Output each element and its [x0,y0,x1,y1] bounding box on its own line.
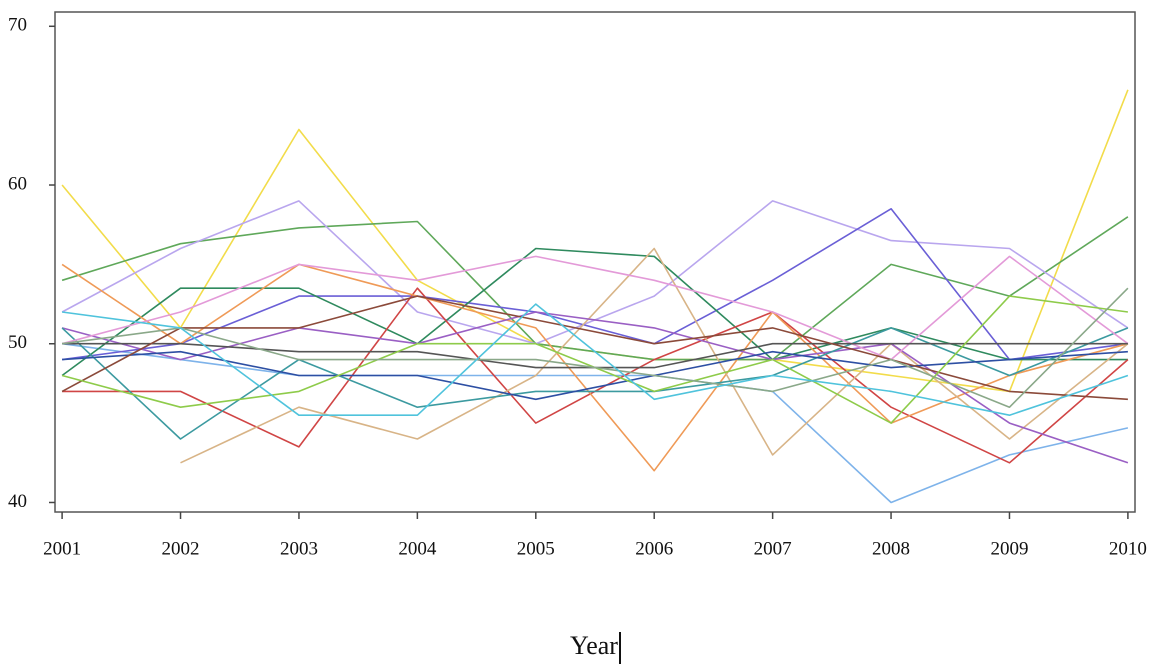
series-line [61,342,1129,504]
series-line [61,303,1129,416]
x-tick-label: 2007 [754,538,792,559]
x-tick-label: 2008 [872,538,910,559]
x-tick-label: 2009 [990,538,1028,559]
series-line [61,295,1128,401]
x-tick-label: 2003 [280,538,318,559]
x-tick-label: 2005 [517,538,555,559]
series-line [61,287,1129,408]
plot-frame [54,11,1136,513]
series-line [61,255,1129,361]
y-tick-label: 60 [8,173,27,194]
x-tick-label: 2006 [635,538,673,559]
x-axis-label: Year [570,631,618,660]
y-tick-label: 50 [8,332,27,353]
series-line [62,350,1128,401]
y-tick-label: 40 [8,491,27,512]
x-tick-label: 2002 [162,538,200,559]
series-line [61,200,1129,345]
x-tick-label: 2010 [1109,538,1147,559]
series-line [61,327,1129,440]
series-line [61,208,1129,361]
series-line [61,263,1129,472]
y-tick-label: 70 [8,15,27,36]
series-line [62,342,1128,369]
x-tick-label: 2001 [43,538,81,559]
x-tick-label: 2004 [398,538,437,559]
